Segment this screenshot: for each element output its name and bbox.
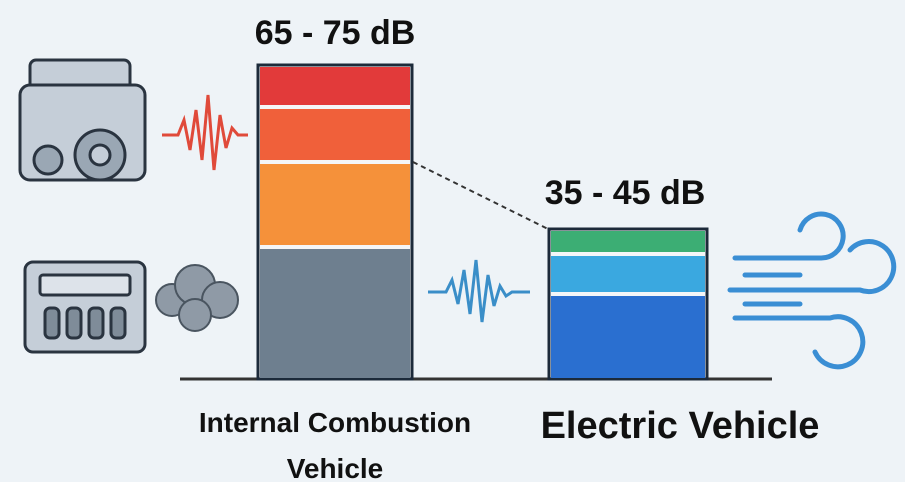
ev-name-label: Electric Vehicle bbox=[540, 405, 820, 447]
ev-level-label: 35 - 45 dB bbox=[544, 174, 706, 212]
engine-icon bbox=[18, 58, 147, 182]
exhaust-engine-icon bbox=[23, 260, 239, 354]
illustration bbox=[18, 58, 897, 381]
connector bbox=[412, 161, 549, 230]
wind-icon bbox=[727, 211, 897, 370]
ice-level-label: 65 - 75 dB bbox=[254, 14, 416, 52]
ice-name-label: Internal Combustion Vehicle bbox=[198, 407, 472, 484]
quiet-wave bbox=[428, 259, 530, 323]
noise-wave bbox=[162, 94, 248, 171]
ev-bar bbox=[547, 227, 709, 381]
ice-bar bbox=[256, 63, 414, 381]
